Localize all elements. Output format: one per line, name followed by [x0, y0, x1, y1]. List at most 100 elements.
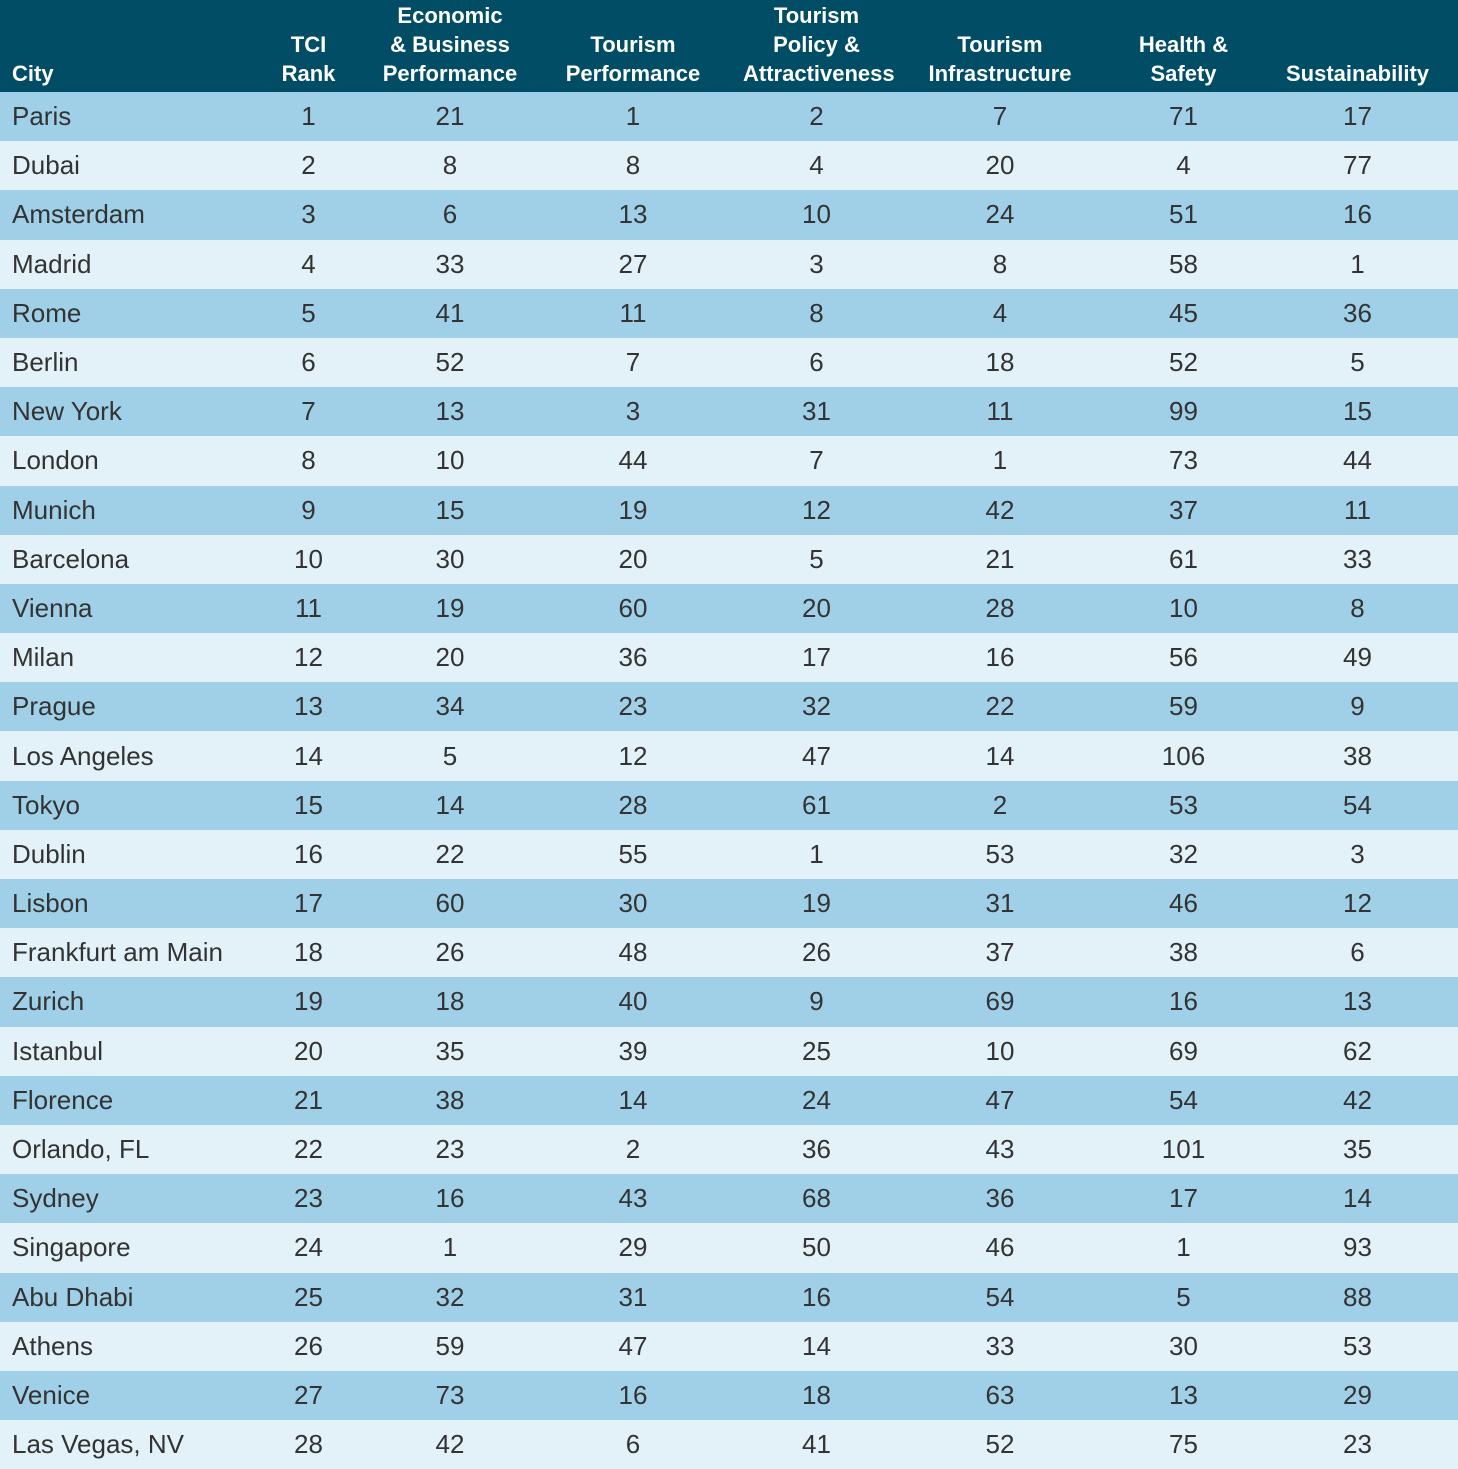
table-row: Zurich 19 18 40 9 69 16 13: [0, 977, 1458, 1027]
tourism-infrastructure-cell: 1: [992, 445, 1008, 476]
tourism-infrastructure-cell: 53: [985, 838, 1015, 869]
economic-business-cell: 15: [435, 494, 465, 525]
tourism-performance-cell: 48: [618, 937, 648, 968]
economic-business-cell: 32: [435, 1281, 465, 1312]
table-row: Dubai 2 8 8 4 20 4 77: [0, 141, 1458, 191]
sustainability-cell: 33: [1343, 543, 1372, 574]
tourism-infrastructure-cell: 2: [992, 789, 1008, 820]
table-row: Rome 5 41 11 8 4 45 36: [0, 288, 1458, 338]
health-safety-cell: 71: [1169, 101, 1198, 132]
tourism-performance-cell: 40: [618, 986, 648, 1017]
tourism-policy-cell: 26: [802, 937, 831, 968]
tourism-infrastructure-cell: 43: [985, 1134, 1015, 1165]
tourism-performance-cell: 6: [625, 1429, 641, 1460]
table-row: Madrid 4 33 27 3 8 58 1: [0, 239, 1458, 289]
economic-business-cell: 5: [442, 740, 458, 771]
sustainability-cell: 93: [1343, 1232, 1372, 1263]
economic-business-cell: 30: [435, 543, 465, 574]
sustainability-cell: 77: [1343, 150, 1372, 181]
header-row: City TCI Rank Economic & Business Perfor…: [0, 0, 1458, 92]
tci-rank-cell: 1: [301, 101, 316, 132]
tourism-policy-cell: 4: [809, 150, 824, 181]
tci-rank-cell: 10: [294, 543, 323, 574]
tourism-infrastructure-cell: 28: [985, 592, 1015, 623]
tci-rank-cell: 7: [301, 396, 316, 427]
economic-business-cell: 52: [435, 347, 465, 378]
economic-business-cell: 22: [435, 838, 465, 869]
tourism-policy-cell: 12: [802, 494, 831, 525]
table-row: Orlando, FL 22 23 2 36 43 101 35: [0, 1124, 1458, 1175]
tourism-performance-cell: 11: [619, 297, 647, 328]
column-header-tourism-infrastructure: Tourism Infrastructure: [928, 32, 1072, 86]
tourism-policy-cell: 9: [809, 986, 824, 1017]
health-safety-cell: 37: [1169, 494, 1198, 525]
table-row: Vienna 11 19 60 20 28 10 8: [0, 583, 1458, 634]
city-cell: Tokyo: [12, 789, 80, 820]
tci-rank-cell: 17: [294, 888, 323, 919]
city-cell: New York: [12, 396, 122, 427]
tourism-infrastructure-cell: 33: [985, 1330, 1015, 1361]
sustainability-cell: 14: [1343, 1183, 1372, 1214]
column-header-economic-business: Economic & Business Performance: [382, 3, 518, 86]
sustainability-cell: 6: [1350, 937, 1365, 968]
economic-business-cell: 19: [435, 592, 465, 623]
tourism-infrastructure-cell: 69: [985, 986, 1015, 1017]
tourism-performance-cell: 12: [618, 740, 648, 771]
tourism-infrastructure-cell: 24: [985, 199, 1015, 230]
city-cell: Amsterdam: [12, 199, 145, 230]
tourism-performance-cell: 27: [618, 248, 648, 279]
table-row: Singapore 24 1 29 50 46 1 93: [0, 1223, 1458, 1273]
sustainability-cell: 3: [1350, 838, 1365, 869]
health-safety-cell: 16: [1169, 986, 1198, 1017]
economic-business-cell: 73: [435, 1379, 465, 1410]
economic-business-cell: 13: [435, 396, 465, 427]
tci-rank-cell: 26: [294, 1330, 323, 1361]
tourism-performance-cell: 20: [618, 543, 648, 574]
tourism-policy-cell: 36: [802, 1134, 831, 1165]
sustainability-cell: 1: [1350, 248, 1365, 279]
sustainability-cell: 9: [1350, 691, 1365, 722]
tourism-infrastructure-cell: 37: [985, 937, 1015, 968]
tourism-policy-cell: 7: [809, 445, 824, 476]
tourism-performance-cell: 1: [625, 101, 641, 132]
sustainability-cell: 29: [1343, 1379, 1372, 1410]
tourism-performance-cell: 44: [618, 445, 648, 476]
sustainability-cell: 5: [1350, 347, 1365, 378]
health-safety-cell: 51: [1169, 199, 1198, 230]
table-row: Dublin 16 22 55 1 53 32 3: [0, 829, 1458, 879]
tourism-performance-cell: 2: [625, 1134, 641, 1165]
tci-rank-cell: 18: [294, 937, 323, 968]
column-header-tci-rank: TCI Rank: [281, 32, 336, 86]
sustainability-cell: 16: [1343, 199, 1372, 230]
health-safety-cell: 101: [1161, 1134, 1206, 1165]
sustainability-cell: 8: [1350, 592, 1365, 623]
tci-rank-cell: 4: [301, 248, 316, 279]
health-safety-cell: 1: [1176, 1232, 1191, 1263]
health-safety-cell: 69: [1169, 1035, 1198, 1066]
table-row: Tokyo 15 14 28 61 2 53 54: [0, 780, 1458, 830]
tci-rank-cell: 19: [294, 986, 323, 1017]
city-cell: Istanbul: [12, 1035, 104, 1066]
economic-business-cell: 42: [435, 1429, 465, 1460]
tci-rank-cell: 11: [295, 592, 322, 623]
tourism-policy-cell: 61: [802, 789, 831, 820]
sustainability-cell: 44: [1343, 445, 1372, 476]
tourism-performance-cell: 8: [625, 150, 641, 181]
table-row: Amsterdam 3 6 13 10 24 51 16: [0, 190, 1458, 240]
tci-rank-cell: 28: [294, 1429, 323, 1460]
tci-rank-cell: 25: [294, 1281, 323, 1312]
city-cell: Los Angeles: [12, 740, 154, 771]
city-cell: Sydney: [12, 1183, 99, 1214]
tci-rank-cell: 3: [301, 199, 316, 230]
health-safety-cell: 13: [1169, 1379, 1198, 1410]
health-safety-cell: 10: [1169, 592, 1198, 623]
tci-rank-cell: 24: [294, 1232, 323, 1263]
economic-business-cell: 38: [435, 1084, 465, 1115]
city-cell: Prague: [12, 691, 96, 722]
city-cell: Zurich: [12, 986, 85, 1017]
table-row: Florence 21 38 14 24 47 54 42: [0, 1075, 1458, 1125]
economic-business-cell: 8: [442, 150, 458, 181]
tourism-infrastructure-cell: 16: [985, 642, 1015, 673]
table-row: London 8 10 44 7 1 73 44: [0, 436, 1458, 486]
economic-business-cell: 1: [442, 1232, 458, 1263]
